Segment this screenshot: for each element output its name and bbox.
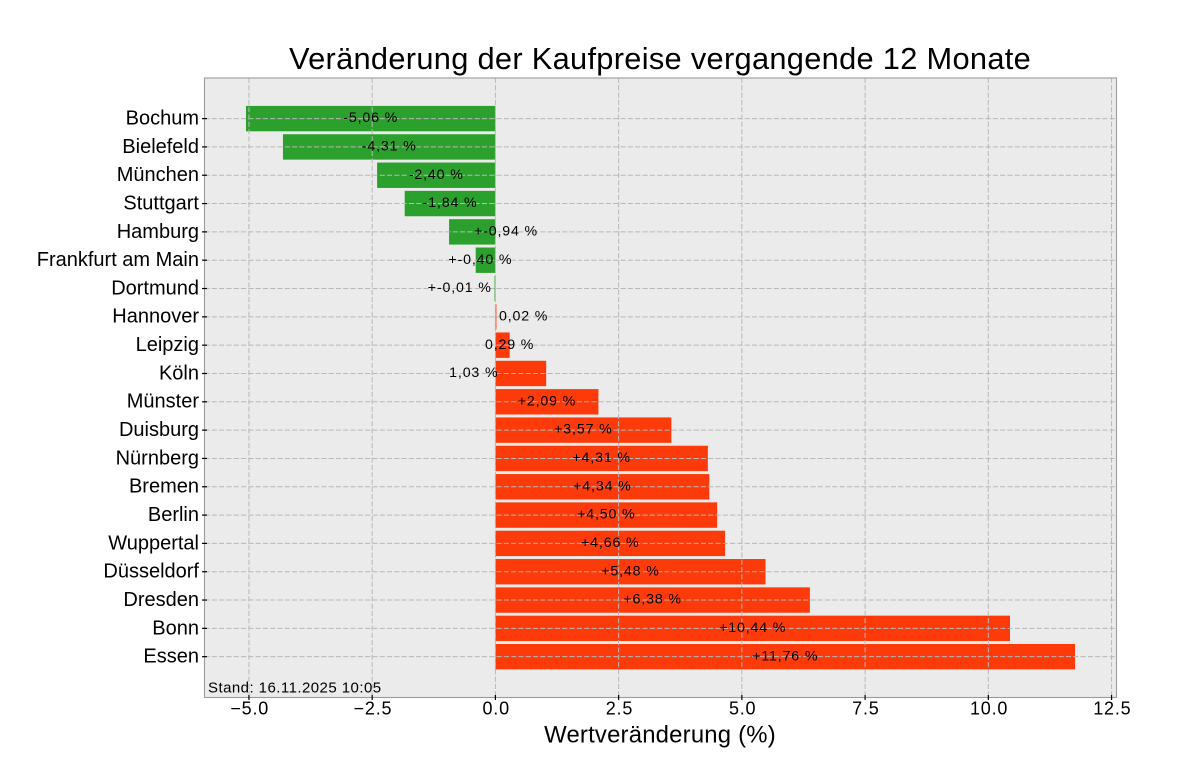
svg-text:-5,06 %: -5,06 % bbox=[343, 110, 398, 126]
svg-text:+11,76 %: +11,76 % bbox=[752, 648, 818, 664]
svg-text:Hannover: Hannover bbox=[112, 306, 199, 328]
svg-text:Wuppertal: Wuppertal bbox=[108, 532, 199, 554]
svg-text:Frankfurt am Main: Frankfurt am Main bbox=[37, 249, 199, 271]
svg-text:Köln: Köln bbox=[159, 362, 199, 384]
svg-text:Stuttgart: Stuttgart bbox=[123, 192, 199, 214]
svg-text:Bonn: Bonn bbox=[152, 617, 199, 639]
svg-text:0.0: 0.0 bbox=[482, 699, 509, 719]
svg-text:+4,50 %: +4,50 % bbox=[577, 507, 635, 523]
svg-text:5.0: 5.0 bbox=[729, 699, 756, 719]
svg-text:Nürnberg: Nürnberg bbox=[116, 447, 199, 469]
svg-text:+3,57 %: +3,57 % bbox=[554, 422, 612, 438]
svg-text:Stand: 16.11.2025 10:05: Stand: 16.11.2025 10:05 bbox=[208, 680, 382, 697]
svg-text:Bochum: Bochum bbox=[126, 108, 199, 130]
svg-text:Bremen: Bremen bbox=[129, 476, 199, 498]
svg-text:Bielefeld: Bielefeld bbox=[122, 136, 199, 158]
svg-text:Hamburg: Hamburg bbox=[117, 221, 199, 243]
svg-text:+4,66 %: +4,66 % bbox=[581, 535, 639, 551]
svg-text:+10,44 %: +10,44 % bbox=[719, 620, 786, 636]
svg-text:+2,09 %: +2,09 % bbox=[518, 393, 576, 409]
svg-text:+5,48 %: +5,48 % bbox=[601, 563, 659, 579]
svg-text:10.0: 10.0 bbox=[970, 699, 1008, 719]
svg-text:Duisburg: Duisburg bbox=[119, 419, 199, 441]
svg-text:12.5: 12.5 bbox=[1093, 699, 1131, 719]
svg-text:Düsseldorf: Düsseldorf bbox=[103, 561, 199, 583]
svg-text:2.5: 2.5 bbox=[606, 699, 633, 719]
svg-text:+-0,94 %: +-0,94 % bbox=[474, 223, 538, 239]
svg-text:München: München bbox=[117, 164, 199, 186]
svg-text:+4,31 %: +4,31 % bbox=[572, 450, 630, 466]
svg-text:+6,38 %: +6,38 % bbox=[623, 592, 681, 608]
svg-text:+-0,40 %: +-0,40 % bbox=[448, 252, 512, 268]
svg-text:-1,84 %: -1,84 % bbox=[423, 195, 478, 211]
svg-text:−2.5: −2.5 bbox=[354, 699, 393, 719]
svg-text:Dresden: Dresden bbox=[123, 589, 199, 611]
svg-text:Veränderung der Kaufpreise ver: Veränderung der Kaufpreise vergangende 1… bbox=[289, 41, 1031, 76]
svg-text:0,29 %: 0,29 % bbox=[485, 337, 534, 353]
svg-text:1,03 %: 1,03 % bbox=[449, 365, 498, 381]
svg-text:+4,34 %: +4,34 % bbox=[573, 478, 631, 494]
svg-text:+-0,01 %: +-0,01 % bbox=[428, 280, 492, 296]
svg-text:0,02 %: 0,02 % bbox=[499, 308, 548, 324]
svg-text:Berlin: Berlin bbox=[148, 504, 199, 526]
svg-text:Leipzig: Leipzig bbox=[136, 334, 199, 356]
svg-text:7.5: 7.5 bbox=[852, 699, 879, 719]
svg-text:Essen: Essen bbox=[143, 646, 199, 668]
svg-text:Münster: Münster bbox=[127, 391, 200, 413]
svg-text:Dortmund: Dortmund bbox=[111, 277, 199, 299]
svg-text:Wertveränderung (%): Wertveränderung (%) bbox=[544, 721, 776, 748]
svg-text:-4,31 %: -4,31 % bbox=[362, 139, 417, 155]
svg-text:-2,40 %: -2,40 % bbox=[409, 167, 464, 183]
svg-text:−5.0: −5.0 bbox=[230, 699, 269, 719]
